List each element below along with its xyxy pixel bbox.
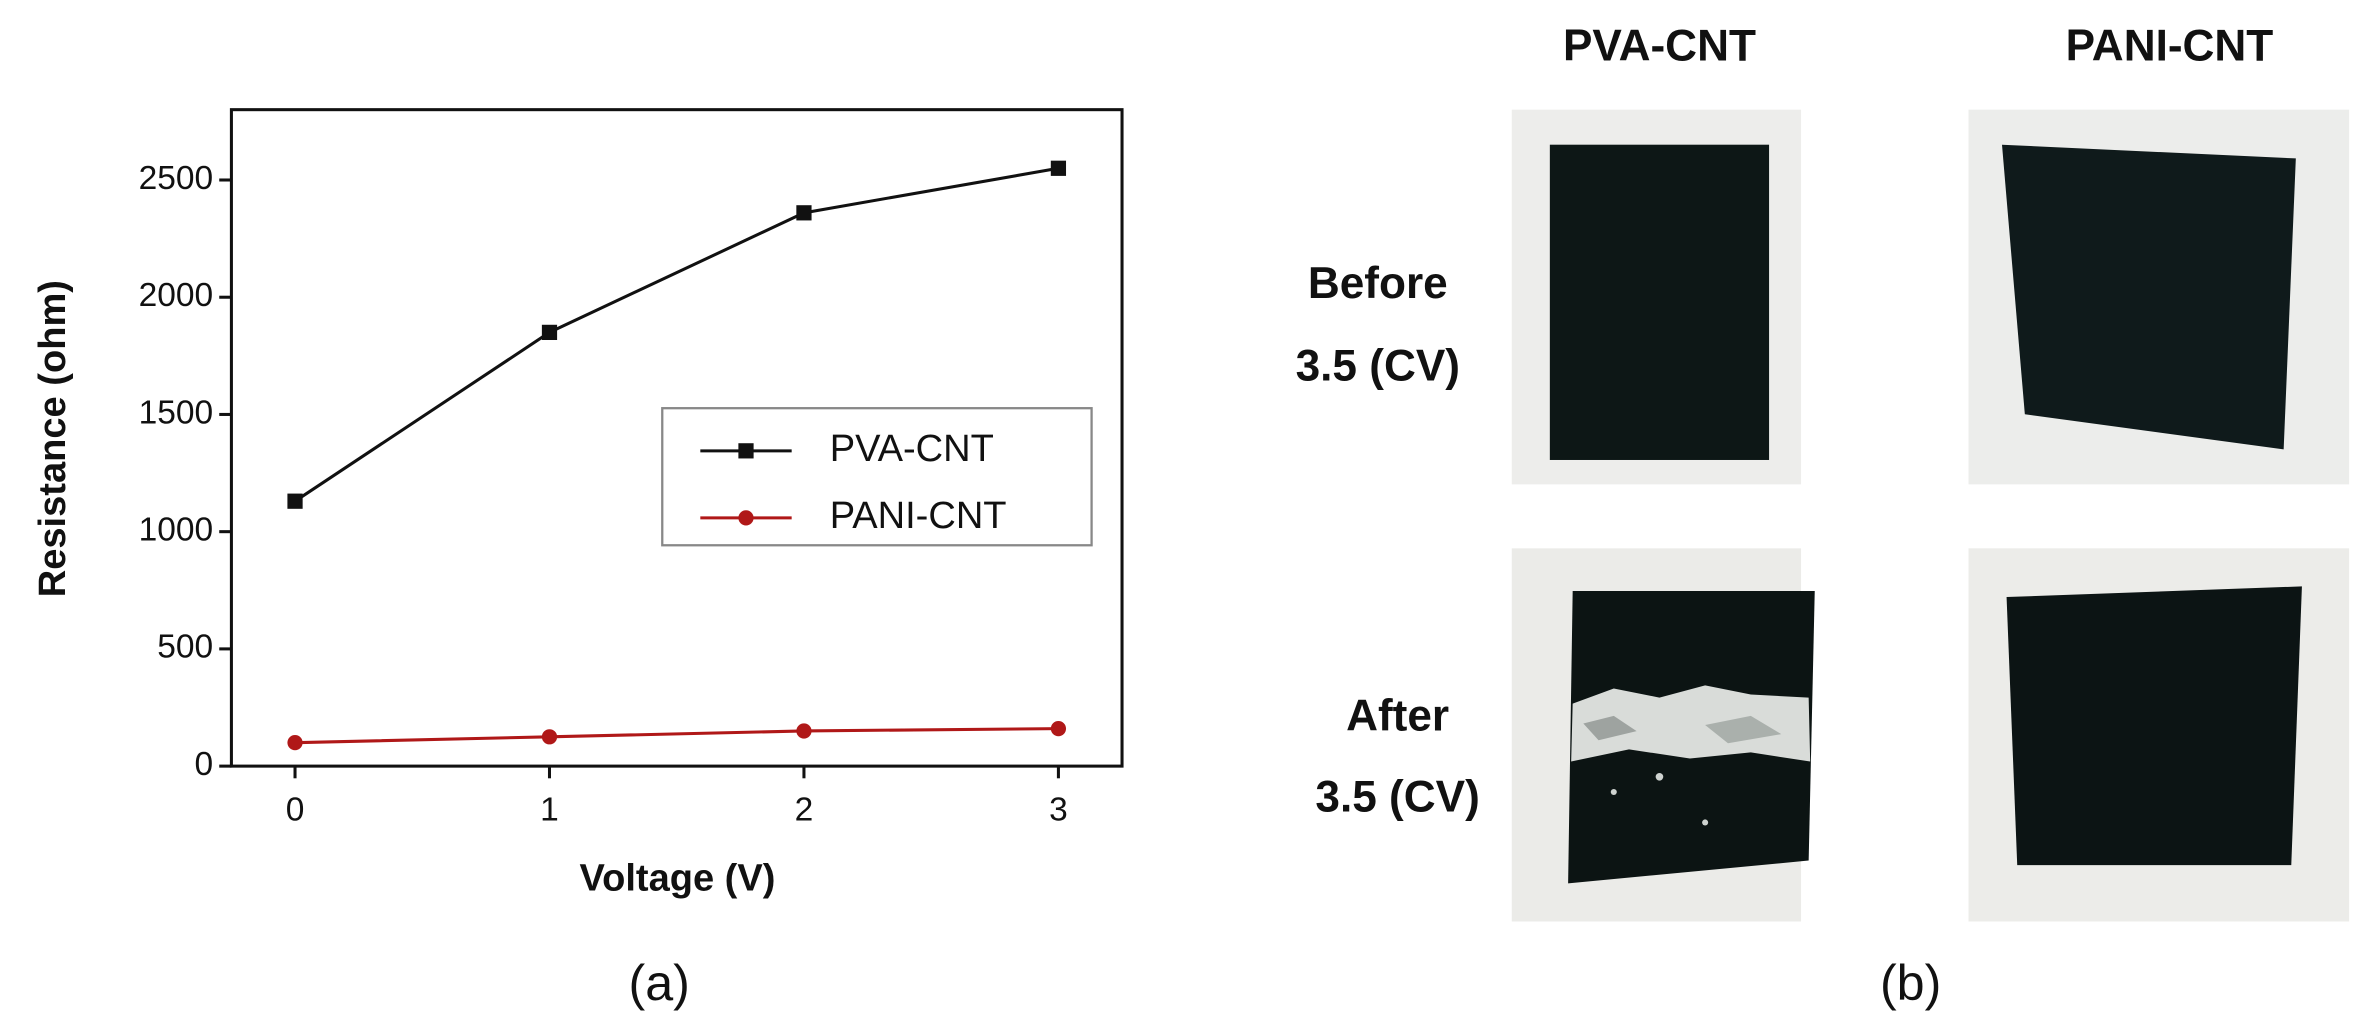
- data-point: [541, 729, 558, 745]
- data-point: [796, 205, 812, 221]
- data-point: [796, 723, 812, 739]
- x-tick-label: 2: [795, 792, 814, 829]
- photo: [1968, 548, 2350, 922]
- panel-label: (b): [1880, 955, 1941, 1011]
- data-point: [1050, 160, 1067, 176]
- photo: [1511, 548, 1815, 922]
- column-header: PANI-CNT: [2066, 21, 2274, 70]
- panel-label: (a): [629, 955, 690, 1011]
- legend-box: [661, 407, 1093, 547]
- series-line: [294, 727, 1059, 745]
- data-point: [1050, 720, 1067, 737]
- row-label: 3.5 (CV): [1315, 772, 1479, 821]
- y-tick-label: 0: [195, 746, 214, 783]
- data-point: [541, 324, 558, 341]
- photo: [1968, 109, 2350, 485]
- photo: [1511, 109, 1802, 485]
- row-label: Before: [1308, 259, 1448, 308]
- x-tick-label: 0: [286, 792, 305, 829]
- series-line: [294, 166, 1059, 503]
- y-tick-label: 1000: [139, 512, 214, 549]
- y-axis-title: Resistance (ohm): [32, 280, 74, 597]
- plot-frame: [229, 108, 1124, 768]
- y-tick-label: 500: [157, 629, 213, 666]
- row-label: After: [1346, 692, 1449, 741]
- legend-marker: [738, 443, 754, 459]
- x-tick-label: 3: [1049, 792, 1068, 829]
- row-label: 3.5 (CV): [1296, 341, 1460, 390]
- x-tick-label: 1: [540, 792, 559, 829]
- column-header: PVA-CNT: [1563, 21, 1756, 70]
- data-point: [287, 735, 303, 751]
- legend-label: PVA-CNT: [830, 428, 994, 470]
- y-tick-label: 2500: [139, 160, 214, 197]
- legend-label: PANI-CNT: [830, 495, 1007, 537]
- y-tick-label: 1500: [139, 394, 214, 431]
- y-tick-label: 2000: [139, 277, 214, 314]
- data-point: [287, 493, 303, 509]
- x-axis-title: Voltage (V): [580, 857, 776, 899]
- legend-marker: [738, 510, 754, 526]
